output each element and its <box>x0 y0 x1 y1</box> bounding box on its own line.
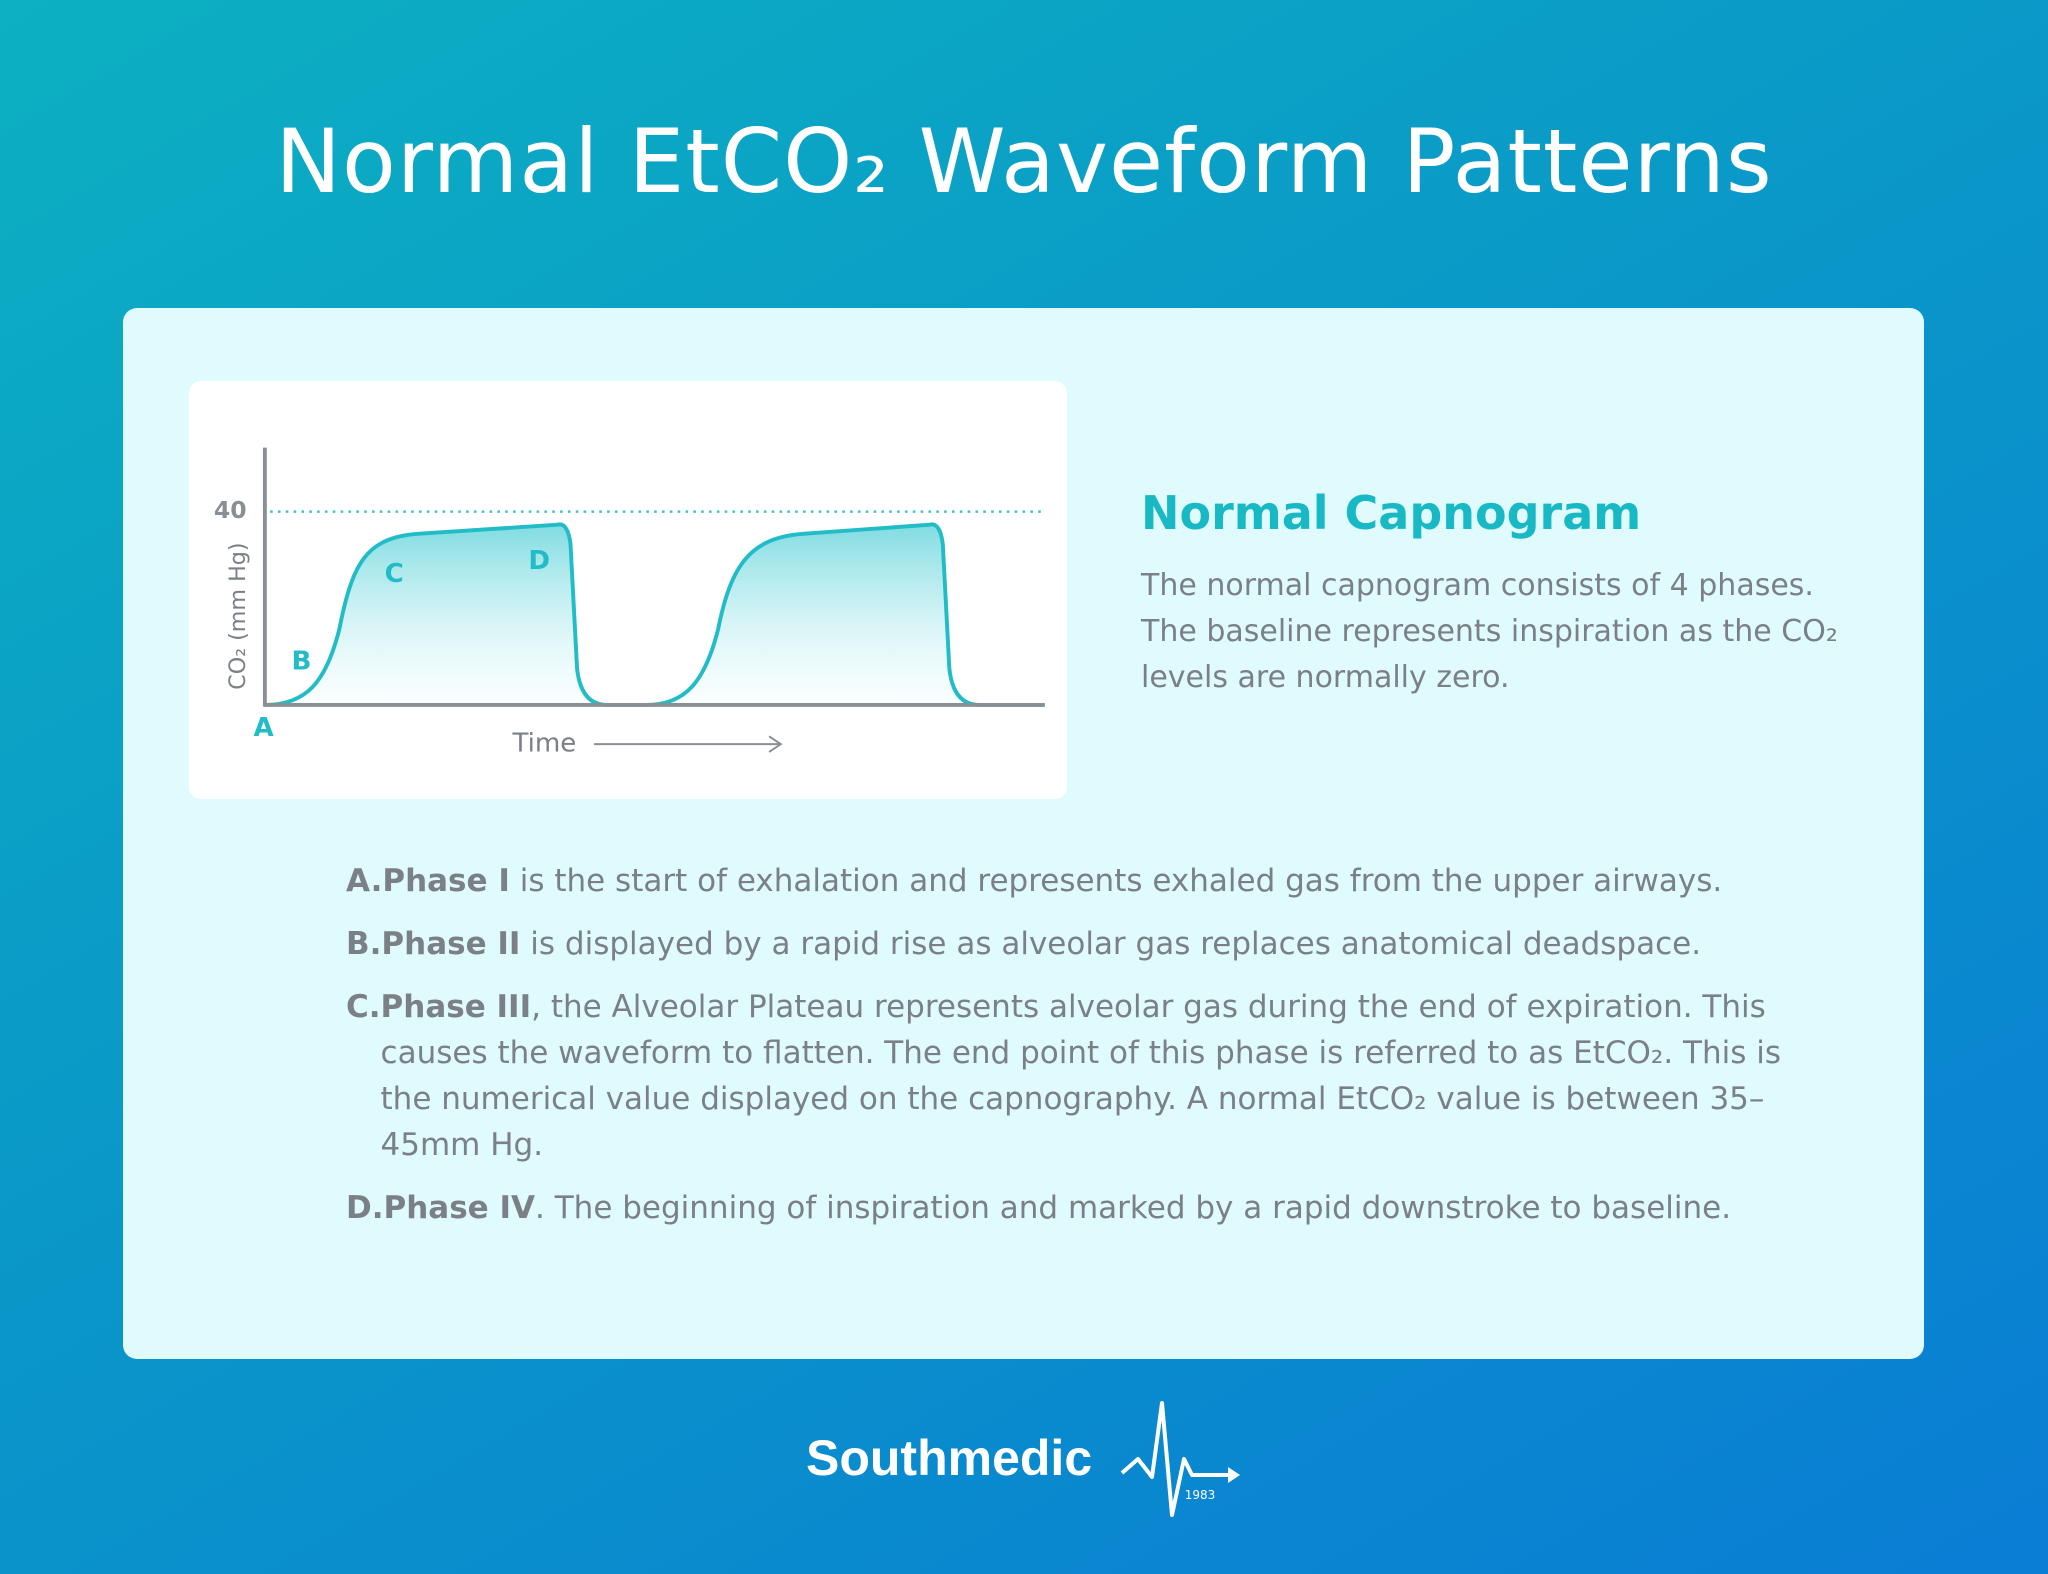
phase-label: C <box>385 559 404 589</box>
item-term: Phase IV <box>383 1190 536 1226</box>
phase-item: B. Phase II is displayed by a rapid rise … <box>346 921 1786 967</box>
phase-item: A. Phase I is the start of exhalation and… <box>346 858 1786 904</box>
item-letter: B. <box>346 926 382 962</box>
item-body: . The beginning of inspiration and marke… <box>535 1190 1732 1226</box>
item-term: Phase III <box>380 989 532 1025</box>
time-arrow-head <box>768 735 783 753</box>
y-tick-label: 40 <box>214 496 247 524</box>
section-heading: Normal Capnogram <box>1141 486 1642 540</box>
item-letter: A. <box>346 863 383 899</box>
item-body: is the start of exhalation and represent… <box>509 863 1723 899</box>
section-description: The normal capnogram consists of 4 phase… <box>1141 568 1838 695</box>
logo-text: Southmedic <box>806 1430 1092 1486</box>
logo-arrow <box>1228 1467 1240 1483</box>
phase-list: A. Phase I is the start of exhalation and… <box>346 858 1786 1248</box>
capnogram-box: 40 CO₂ (mm Hg) A B C D Time <box>189 381 1067 799</box>
x-axis-label: Time <box>511 729 576 759</box>
item-text: Phase II is displayed by a rapid rise as… <box>381 921 1701 967</box>
item-text: Phase I is the start of exhalation and r… <box>382 858 1722 904</box>
waveform-fill <box>646 524 980 705</box>
phase-item: D. Phase IV. The beginning of inspiration… <box>346 1185 1786 1231</box>
item-text: Phase IV. The beginning of inspiration a… <box>384 1185 1732 1231</box>
title: Normal EtCO₂ Waveform Patterns <box>275 110 1773 213</box>
item-text: Phase III, the Alveolar Plateau represen… <box>381 984 1786 1168</box>
item-term: Phase I <box>382 863 510 899</box>
y-axis-label: CO₂ (mm Hg) <box>225 542 251 689</box>
phase-label: D <box>528 546 550 576</box>
phase-label: A <box>253 713 274 743</box>
item-body: , the Alveolar Plateau represents alveol… <box>380 989 1782 1163</box>
phase-label: B <box>291 646 311 676</box>
item-body: is displayed by a rapid rise as alveolar… <box>520 926 1702 962</box>
item-letter: D. <box>346 1190 384 1226</box>
item-term: Phase II <box>381 926 521 962</box>
capnogram: 40 CO₂ (mm Hg) A B C D Time <box>214 447 1045 759</box>
card: 40 CO₂ (mm Hg) A B C D Time Normal Capno… <box>123 308 1924 1359</box>
phase-item: C. Phase III, the Alveolar Plateau repres… <box>346 984 1786 1168</box>
logo-year: 1983 <box>1185 1488 1216 1502</box>
waveform-fill <box>264 524 608 705</box>
logo: Southmedic 1983 <box>806 1401 1240 1517</box>
item-letter: C. <box>346 989 381 1025</box>
logo-pulse <box>1120 1401 1230 1517</box>
